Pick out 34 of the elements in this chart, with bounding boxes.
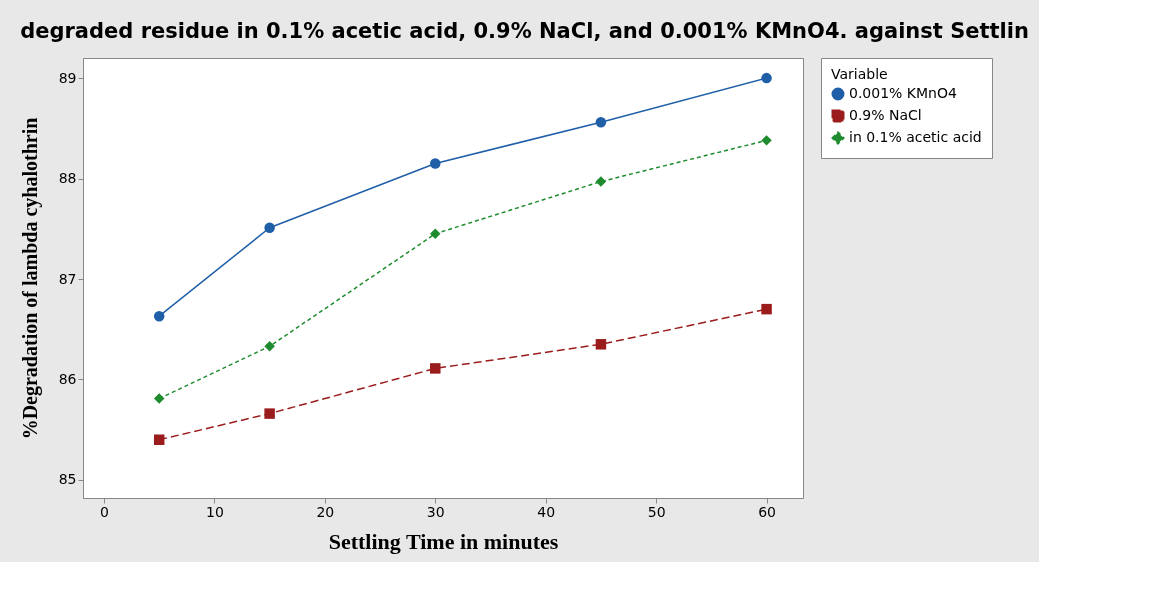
point	[761, 135, 772, 146]
point	[153, 434, 165, 445]
point	[430, 228, 441, 240]
point	[761, 303, 772, 315]
x-tick-label: 60	[758, 503, 776, 520]
x-tick-label: 20	[316, 503, 335, 520]
point	[153, 310, 165, 322]
legend-label: 0.001% KMnO4	[849, 85, 957, 101]
x-tick-label: 50	[647, 503, 666, 520]
y-axis-title: %Degradation of lambda cyhalothrin	[18, 117, 42, 440]
point	[430, 158, 441, 169]
y-tick-label: 89	[58, 69, 77, 86]
point	[264, 408, 275, 419]
point	[264, 222, 275, 234]
point	[595, 117, 607, 128]
point	[430, 363, 441, 374]
legend-label: in 0.1% acetic acid	[849, 129, 982, 145]
point	[264, 341, 275, 352]
x-tick-label: 10	[206, 503, 224, 520]
y-tick-label: 88	[58, 170, 77, 187]
chart-title: degraded residue in 0.1% acetic acid, 0.9% NaCl, and 0.001% KMnO4. against Settlin	[20, 18, 1029, 43]
x-tick-label: 40	[537, 503, 556, 520]
point	[761, 72, 772, 84]
x-axis-title: Settling Time in minutes	[328, 528, 559, 554]
y-tick-label: 87	[58, 270, 77, 287]
legend-label: 0.9% NaCl	[849, 107, 922, 123]
x-tick-label: 0	[100, 503, 109, 520]
point	[153, 393, 165, 404]
point	[595, 339, 607, 350]
x-tick-label: 30	[426, 503, 445, 520]
y-tick-label: 86	[58, 370, 77, 387]
legend-title: Variable	[831, 66, 888, 82]
point	[595, 176, 607, 187]
y-tick-label: 85	[58, 471, 77, 488]
